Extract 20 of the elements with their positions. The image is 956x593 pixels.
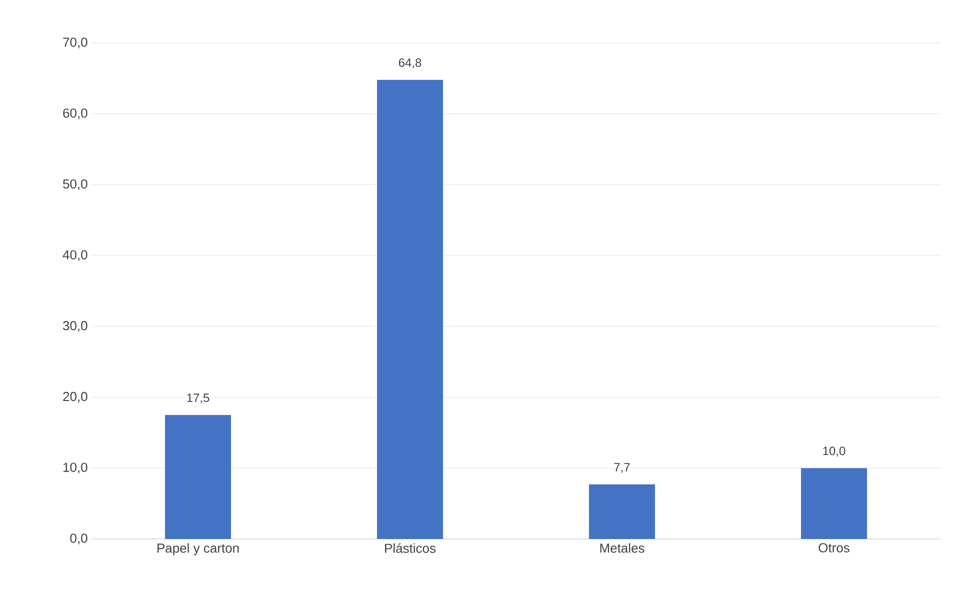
y-tick-label: 0,0 [70,534,88,544]
bar [165,414,232,539]
x-tick-label: Otros [818,543,850,552]
y-tick-label: 60,0 [63,108,88,120]
x-tick-label: Plásticos [385,543,436,553]
x-tick-label: Metales [600,543,644,553]
data-label: 7,7 [614,463,630,473]
x-tick-label: Papel y carton [158,543,239,556]
y-tick-label: 10,0 [63,462,88,474]
bar [377,80,444,539]
y-tick-label: 20,0 [63,392,88,403]
y-tick-label: 40,0 [62,250,88,261]
data-label: 10,0 [823,446,846,457]
bar [801,468,867,539]
data-label: 64,8 [398,58,422,68]
y-tick-label: 50,0 [63,179,88,190]
y-tick-label: 70,0 [63,38,88,48]
y-tick-label: 30,0 [63,321,88,332]
data-label: 17,5 [187,394,210,404]
bar [589,484,655,539]
